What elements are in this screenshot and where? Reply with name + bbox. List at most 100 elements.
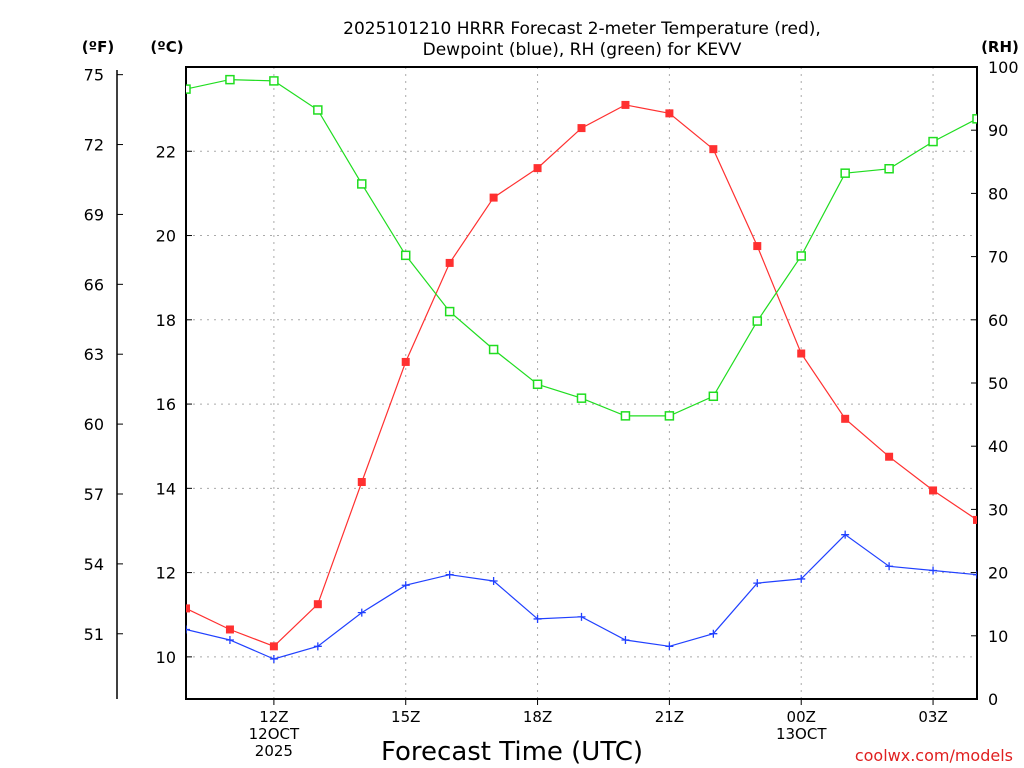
x-tick-label: 12OCT [249,725,300,743]
fahrenheit-tick-label: 51 [84,625,104,644]
dewpoint-point [357,608,366,617]
rh-point [928,136,938,147]
temperature-point [489,193,498,202]
rh-tick-label: 80 [988,184,1008,203]
series-temperature [186,100,977,651]
rh-point [884,164,894,174]
chart-title-line-1: 2025101210 HRRR Forecast 2-meter Tempera… [343,19,821,39]
fahrenheit-tick-label: 57 [84,485,104,504]
x-tick-label: 13OCT [776,725,827,743]
x-tick-label: 21Z [655,708,684,726]
rh-point [313,105,323,115]
celsius-tick-label: 18 [156,311,176,330]
series-layer [186,74,977,663]
credit-text: coolwx.com/models [855,746,1013,765]
celsius-tick-label: 10 [156,648,176,667]
temperature-point [533,164,542,173]
rh-tick-label: 50 [988,374,1008,393]
celsius-tick-label: 16 [156,395,176,414]
rh-point [532,379,543,390]
dewpoint-point [533,614,542,623]
fahrenheit-unit-label: (ºF) [82,38,114,56]
temperature-point [186,604,190,613]
dewpoint-point [709,629,718,638]
temperature-point [357,478,366,487]
x-tick-label: 18Z [523,708,552,726]
series-rh [186,74,977,421]
rh-point [357,179,367,189]
rh-tick-label: 30 [988,500,1008,519]
temperature-point [445,258,454,267]
dewpoint-point [577,612,586,621]
rh-point [752,316,763,326]
rh-tick-label: 100 [988,58,1019,77]
temperature-point [665,109,674,118]
temperature-point [885,452,894,461]
dewpoint-point [621,636,630,645]
celsius-tick-label: 22 [156,142,176,161]
dewpoint-point [445,570,454,579]
dewpoint-point [929,566,938,575]
plot-frame [185,66,978,700]
x-tick-label: 00Z [787,708,816,726]
dewpoint-point [841,530,850,539]
x-tick-label: 15Z [391,708,420,726]
dewpoint-point [401,581,410,590]
rh-tick-label: 90 [988,121,1008,140]
rh-point [444,306,455,317]
x-axis-label: Forecast Time (UTC) [381,737,643,767]
rh-tick-label: 0 [988,690,998,709]
dewpoint-point [269,654,278,663]
fahrenheit-tick-label: 66 [84,275,104,294]
fahrenheit-tick-label: 72 [84,136,104,155]
grid-layer [186,67,977,699]
rh-tick-label: 10 [988,627,1008,646]
celsius-unit-label: (ºC) [150,38,183,56]
temperature-point [225,625,234,634]
chart-title-line-2: Dewpoint (blue), RH (green) for KEVV [423,40,742,60]
series-dewpoint [186,530,977,663]
fahrenheit-tick-label: 75 [84,66,104,85]
dewpoint-point [885,562,894,571]
rh-unit-label: (RH) [981,38,1019,56]
rh-point [186,84,191,94]
fahrenheit-tick-label: 54 [84,555,104,574]
rh-point [708,391,719,402]
dewpoint-point [753,579,762,588]
x-tick-label: 12Z [259,708,288,726]
temperature-point [577,124,586,133]
rh-tick-label: 60 [988,311,1008,330]
rh-point [576,393,587,403]
dewpoint-point [225,636,234,645]
rh-point [840,168,850,178]
temperature-point [401,357,410,366]
x-tick-label: 2025 [255,742,293,760]
rh-point [269,76,279,86]
rh-point [972,114,977,124]
rh-point [225,74,235,85]
rh-point [400,250,411,261]
rh-point [488,344,499,355]
rh-point [796,251,806,261]
x-tick-label: 03Z [918,708,947,726]
fahrenheit-tick-label: 60 [84,415,104,434]
dewpoint-point [797,574,806,583]
rh-tick-label: 20 [988,564,1008,583]
fahrenheit-tick-label: 69 [84,205,104,224]
temperature-point [753,242,762,251]
temperature-point [797,349,806,358]
dewpoint-point [489,577,498,586]
rh-point [620,411,631,421]
dewpoint-point [186,625,190,634]
rh-tick-label: 40 [988,437,1008,456]
celsius-tick-label: 12 [156,564,176,583]
temperature-point [621,100,630,109]
temperature-point [313,600,322,609]
temperature-point [929,486,938,495]
dewpoint-point [313,642,322,651]
temperature-point [841,414,850,423]
temperature-point [709,145,718,154]
dewpoint-point [665,642,674,651]
